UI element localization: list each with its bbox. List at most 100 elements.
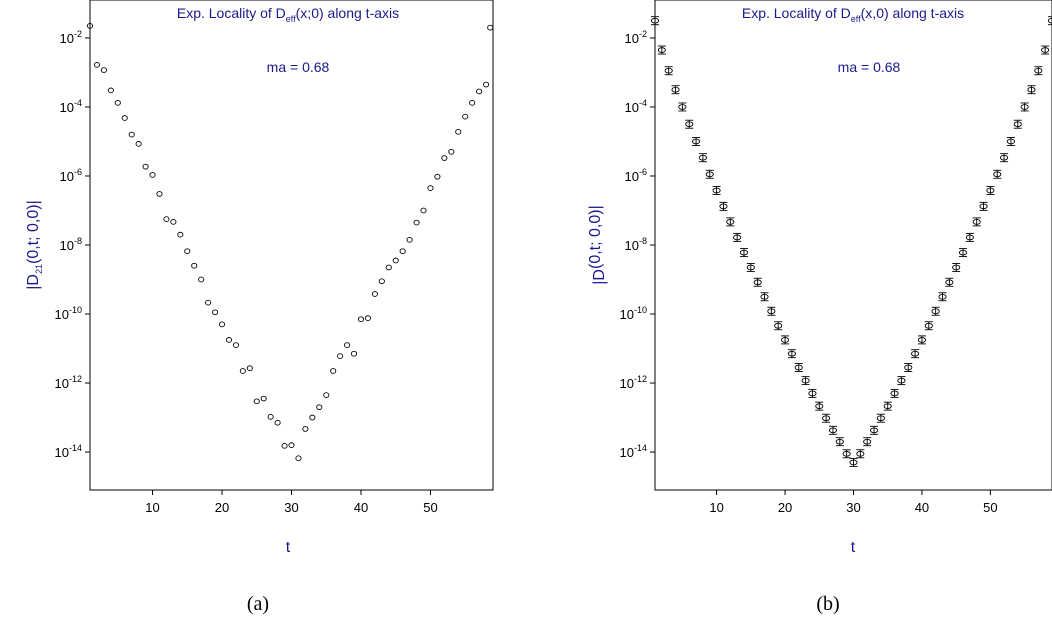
- data-point: [191, 262, 198, 269]
- chart-panel-a: Exp. Locality of Deff(x;0) along t-axis …: [25, 0, 494, 556]
- chart-panel-b: Exp. Locality of Deff(x,0) along t-axis …: [587, 0, 1052, 556]
- data-point: [1034, 67, 1043, 74]
- data-point: [232, 342, 239, 348]
- x-axis-title-b: t: [851, 539, 856, 556]
- x-axis-title-a: t: [286, 539, 291, 556]
- data-point: [135, 141, 142, 147]
- data-point: [448, 148, 455, 155]
- data-point: [128, 131, 135, 138]
- data-point: [842, 450, 851, 457]
- data-point: [267, 413, 274, 420]
- data-point: [455, 128, 462, 135]
- data-point: [302, 426, 309, 432]
- data-point: [434, 173, 441, 180]
- y-axis-title-b: |D(0,t; 0,0)|: [587, 205, 608, 284]
- x-tick-label: 30: [284, 500, 298, 515]
- data-point: [483, 81, 490, 88]
- data-point: [863, 438, 872, 445]
- y-tick-label: 10-2: [60, 29, 82, 46]
- y-tick-label: 10-12: [55, 374, 82, 391]
- y-tick-label: 10-12: [620, 374, 647, 391]
- data-point: [205, 299, 212, 306]
- data-point: [260, 395, 267, 402]
- data-point: [364, 315, 371, 322]
- axis-ticks-a: 10 20 30 40 50 10-2 10-4 10-6 10-8 10-10 10-12 10-1…: [55, 29, 438, 515]
- data-point: [1000, 154, 1009, 161]
- x-tick-label: 10: [145, 500, 159, 515]
- y-tick-label: 10-4: [60, 98, 82, 115]
- y-tick-label: 10-10: [620, 305, 647, 322]
- data-point: [487, 24, 494, 31]
- data-point: [815, 403, 824, 409]
- data-point: [316, 404, 323, 411]
- data-point: [767, 308, 776, 315]
- data-point: [883, 403, 892, 409]
- data-point: [330, 368, 337, 374]
- data-point: [869, 427, 879, 434]
- data-point: [476, 88, 483, 95]
- data-point: [149, 172, 156, 178]
- y-tick-label: 10-14: [55, 443, 82, 460]
- data-point: [156, 191, 163, 197]
- data-point: [344, 342, 351, 348]
- data-point: [979, 203, 988, 210]
- data-point: [1006, 138, 1015, 145]
- data-point: [801, 377, 810, 384]
- data-point: [917, 337, 926, 343]
- data-point: [760, 293, 769, 300]
- data-point: [719, 203, 728, 210]
- data-point: [1041, 47, 1050, 53]
- data-point: [671, 86, 680, 93]
- data-point: [876, 415, 885, 422]
- data-point: [1013, 121, 1022, 128]
- chart-title-b: Exp. Locality of Deff(x,0) along t-axis: [742, 5, 964, 24]
- data-point: [385, 264, 392, 271]
- data-point: [856, 450, 865, 457]
- caption-b: (b): [816, 593, 839, 615]
- data-point: [427, 185, 434, 191]
- data-point: [218, 321, 226, 328]
- data-point: [177, 231, 184, 238]
- data-point: [685, 121, 694, 128]
- x-tick-label: 10: [709, 500, 723, 515]
- data-point: [664, 67, 673, 74]
- data-point: [911, 350, 920, 357]
- data-point: [828, 427, 838, 434]
- data-point: [406, 236, 413, 243]
- data-point: [337, 353, 344, 359]
- data-point: [952, 264, 961, 271]
- y-tick-label: 10-8: [625, 236, 647, 253]
- data-point: [705, 171, 714, 178]
- data-point: [739, 249, 749, 256]
- data-point: [945, 279, 954, 286]
- data-point: [1020, 104, 1029, 110]
- x-tick-label: 50: [423, 500, 437, 515]
- data-point: [794, 364, 803, 371]
- data-point: [462, 113, 469, 120]
- data-point: [835, 438, 844, 445]
- data-point: [441, 155, 448, 161]
- data-point: [198, 276, 205, 283]
- data-point: [225, 337, 233, 343]
- data-point: [822, 415, 831, 422]
- data-point: [420, 207, 427, 214]
- data-point: [274, 419, 281, 426]
- data-point: [986, 187, 995, 194]
- data-point: [1027, 86, 1036, 93]
- data-point: [698, 154, 707, 161]
- data-point: [904, 364, 913, 371]
- data-point: [781, 337, 790, 343]
- data-point: [890, 390, 899, 397]
- data-point: [350, 350, 358, 357]
- x-tick-label: 20: [215, 500, 229, 515]
- data-point: [212, 309, 219, 316]
- y-tick-label: 10-14: [620, 443, 647, 460]
- data-point: [239, 368, 246, 374]
- data-point: [657, 47, 666, 53]
- data-point: [163, 216, 170, 222]
- data-point: [897, 377, 906, 384]
- x-tick-label: 20: [778, 500, 792, 515]
- y-tick-label: 10-8: [60, 236, 82, 253]
- data-point: [246, 365, 253, 372]
